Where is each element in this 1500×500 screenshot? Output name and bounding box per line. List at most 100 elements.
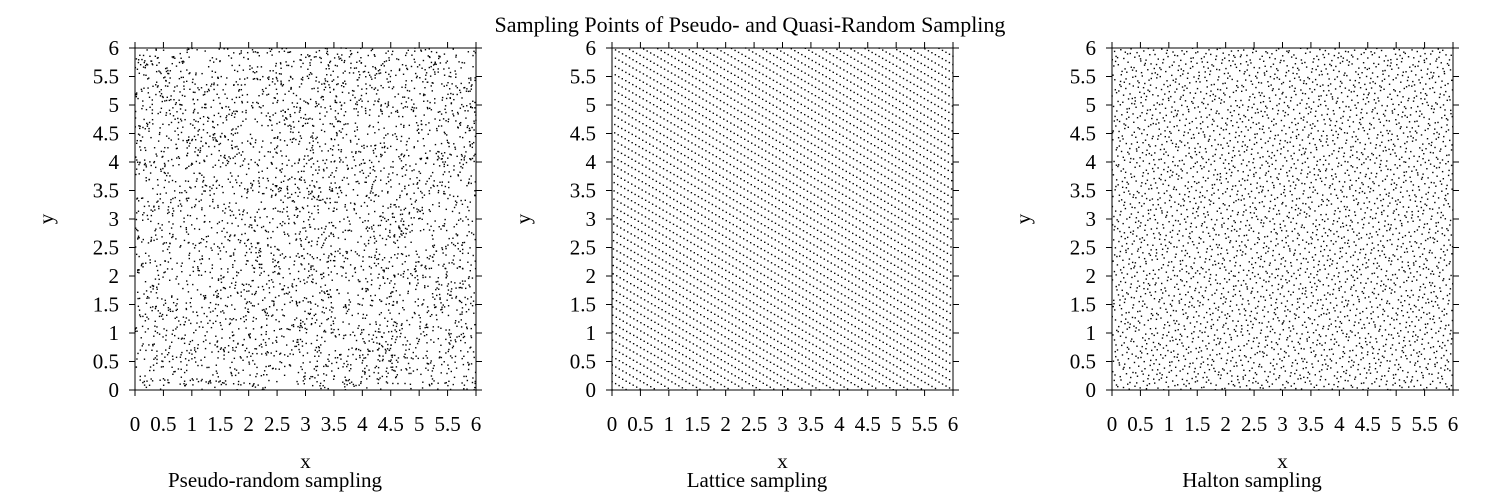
scatter-point — [159, 379, 161, 381]
scatter-point — [213, 294, 215, 296]
scatter-point — [245, 283, 248, 285]
scatter-point — [242, 69, 245, 71]
scatter-point — [469, 129, 471, 132]
scatter-point — [249, 337, 251, 339]
scatter-point — [414, 61, 416, 63]
scatter-point — [613, 157, 616, 159]
scatter-point — [651, 228, 654, 230]
scatter-point — [445, 247, 447, 250]
scatter-point — [213, 114, 215, 117]
scatter-point — [615, 349, 617, 352]
scatter-point — [164, 299, 166, 302]
scatter-point — [676, 233, 678, 236]
scatter-point — [343, 334, 345, 337]
scatter-point — [245, 251, 248, 254]
scatter-point — [667, 379, 670, 381]
scatter-point — [411, 106, 414, 108]
scatter-point — [342, 337, 345, 340]
scatter-point — [415, 199, 417, 201]
scatter-point — [246, 356, 248, 358]
scatter-point — [267, 180, 270, 182]
scatter-point — [365, 181, 367, 184]
scatter-point — [394, 242, 396, 244]
scatter-point — [654, 271, 657, 274]
scatter-point — [394, 133, 396, 135]
scatter-point — [249, 68, 251, 71]
scatter-point — [172, 115, 175, 117]
scatter-point — [624, 171, 626, 173]
scatter-point — [176, 298, 179, 301]
scatter-point — [149, 369, 151, 372]
scatter-point — [632, 359, 635, 361]
scatter-point — [374, 256, 376, 259]
scatter-point — [317, 87, 319, 89]
scatter-point — [259, 78, 261, 81]
scatter-point — [373, 262, 376, 265]
scatter-point — [165, 80, 167, 82]
scatter-point — [287, 64, 290, 67]
scatter-point — [344, 386, 346, 388]
scatter-point — [285, 155, 287, 157]
scatter-point — [200, 140, 202, 143]
scatter-point — [169, 77, 171, 79]
scatter-point — [175, 65, 178, 67]
scatter-point — [439, 119, 441, 121]
scatter-point — [329, 259, 332, 262]
scatter-point — [334, 227, 337, 229]
scatter-point — [174, 103, 177, 106]
scatter-point — [202, 129, 205, 131]
scatter-point — [301, 76, 304, 79]
scatter-point — [172, 164, 174, 167]
scatter-point — [155, 305, 157, 308]
scatter-point — [142, 343, 144, 345]
scatter-point — [178, 320, 180, 322]
scatter-point — [401, 323, 403, 325]
scatter-point — [262, 225, 265, 228]
scatter-point — [307, 68, 309, 70]
scatter-point — [339, 353, 341, 356]
scatter-point — [172, 310, 174, 313]
scatter-point — [411, 80, 413, 82]
scatter-point — [295, 94, 298, 97]
scatter-point — [452, 115, 455, 117]
scatter-point — [386, 320, 389, 323]
y-tick-label: 3.5 — [570, 179, 596, 203]
scatter-point — [366, 205, 369, 207]
x-tick-label: 5.5 — [434, 412, 460, 436]
scatter-point — [472, 100, 474, 102]
scatter-point — [138, 297, 141, 300]
scatter-point — [247, 140, 249, 142]
scatter-point — [473, 312, 475, 314]
scatter-point — [318, 195, 320, 197]
scatter-point — [229, 172, 232, 174]
scatter-point — [653, 379, 656, 382]
scatter-point — [168, 252, 171, 254]
scatter-point — [362, 221, 364, 223]
scatter-point — [228, 202, 231, 204]
scatter-point — [323, 330, 325, 333]
scatter-point — [676, 159, 679, 161]
scatter-point — [254, 72, 256, 74]
scatter-point — [326, 167, 328, 169]
scatter-point — [330, 190, 332, 192]
scatter-point — [463, 157, 465, 159]
scatter-point — [646, 50, 648, 52]
scatter-point — [620, 177, 622, 179]
scatter-point — [285, 292, 288, 295]
scatter-point — [454, 70, 456, 72]
scatter-point — [328, 84, 330, 86]
scatter-point — [417, 340, 420, 343]
scatter-point — [637, 270, 639, 272]
scatter-point — [243, 289, 245, 291]
scatter-point — [404, 187, 406, 190]
scatter-point — [677, 92, 680, 95]
scatter-point — [198, 172, 201, 174]
scatter-point — [447, 289, 450, 291]
scatter-point — [400, 209, 402, 211]
scatter-point — [194, 83, 196, 85]
scatter-point — [349, 301, 352, 303]
scatter-point — [460, 67, 462, 69]
scatter-point — [358, 182, 360, 185]
scatter-point — [364, 181, 366, 183]
scatter-point — [279, 139, 282, 141]
